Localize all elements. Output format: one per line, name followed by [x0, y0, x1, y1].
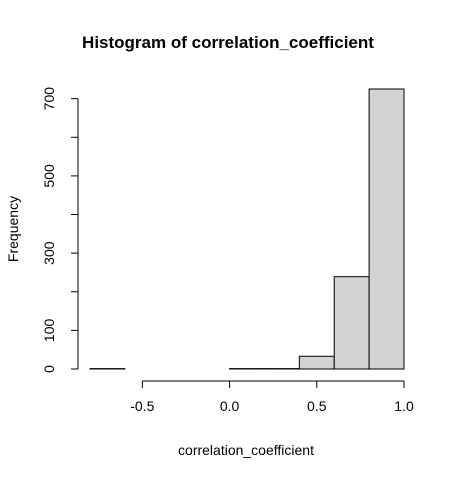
- x-tick-label-1: 0.0: [220, 398, 240, 414]
- y-tick-label-4: 700: [41, 87, 57, 111]
- chart-title: Histogram of correlation_coefficient: [82, 33, 374, 52]
- y-tick-label-2: 300: [41, 241, 57, 265]
- y-tick-label-0: 0: [41, 365, 57, 373]
- y-axis: 0 100 300 500 700: [41, 87, 78, 373]
- x-tick-label-3: 1.0: [394, 398, 414, 414]
- histogram-bars: [90, 89, 404, 369]
- y-tick-label-1: 100: [41, 318, 57, 342]
- x-axis: -0.5 0.0 0.5 1.0: [130, 381, 414, 414]
- histogram-bar-8: [369, 89, 404, 369]
- x-tick-label-0: -0.5: [130, 398, 154, 414]
- x-tick-label-2: 0.5: [307, 398, 327, 414]
- x-axis-label: correlation_coefficient: [178, 442, 314, 458]
- histogram-bar-7: [334, 277, 369, 369]
- histogram-bar-6: [299, 356, 334, 369]
- y-axis-label: Frequency: [5, 196, 21, 262]
- y-tick-label-3: 500: [41, 164, 57, 188]
